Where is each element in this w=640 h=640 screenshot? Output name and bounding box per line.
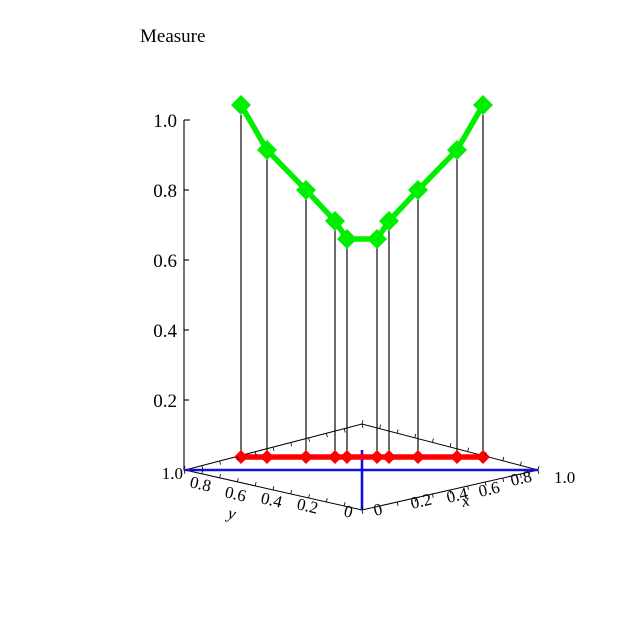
svg-text:1.0: 1.0 [153,111,177,132]
svg-text:y: y [224,503,238,524]
svg-text:0.6: 0.6 [153,251,177,272]
svg-text:0.4: 0.4 [259,488,284,511]
svg-text:0.2: 0.2 [295,494,320,517]
svg-text:1.0: 1.0 [554,468,575,487]
svg-text:0.8: 0.8 [188,472,213,495]
svg-text:x: x [459,491,472,512]
svg-text:0.6: 0.6 [477,478,502,501]
svg-text:0.4: 0.4 [153,321,177,342]
svg-text:1.0: 1.0 [162,464,183,483]
svg-text:0.2: 0.2 [409,490,434,513]
svg-text:0.8: 0.8 [509,467,534,490]
svg-text:0.2: 0.2 [153,391,177,412]
svg-text:0.6: 0.6 [223,482,248,505]
svg-text:0.8: 0.8 [153,181,177,202]
svg-text:0: 0 [342,501,355,521]
svg-text:0: 0 [372,499,385,519]
